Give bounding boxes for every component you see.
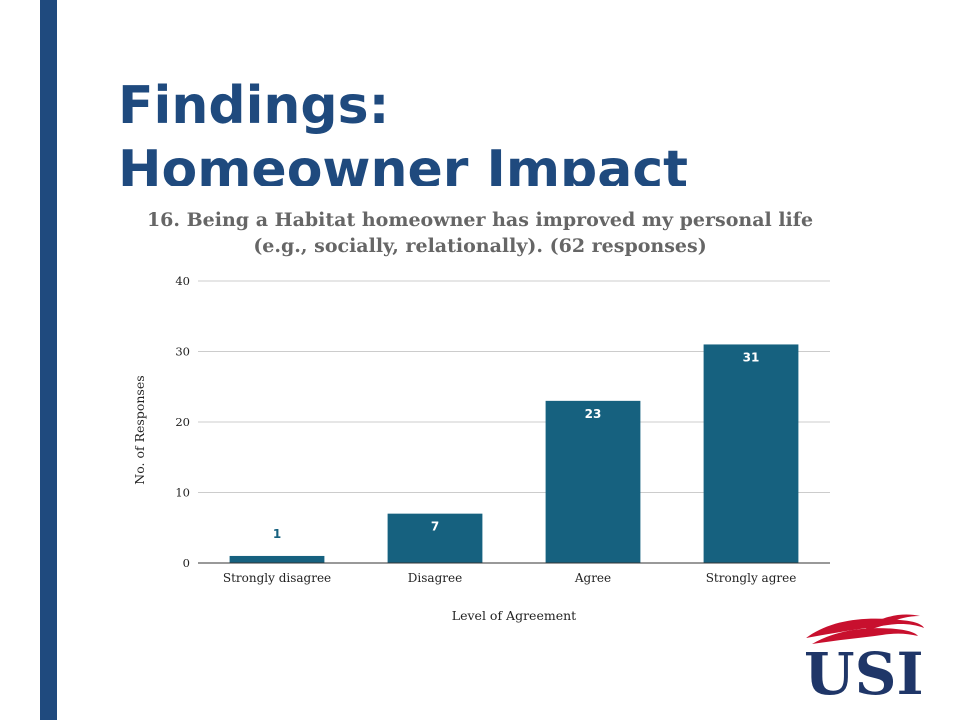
x-axis-label: Level of Agreement — [452, 608, 576, 623]
y-tick-label: 0 — [183, 556, 190, 570]
slide-title-line-1: Findings: — [118, 76, 390, 136]
data-label: 31 — [743, 350, 760, 364]
usi-logo-text: USI — [804, 640, 924, 702]
x-tick-label: Agree — [574, 571, 611, 585]
bar-agree — [545, 400, 641, 563]
y-axis-label: No. of Responses — [132, 375, 147, 484]
y-tick-label: 10 — [175, 486, 190, 500]
data-label: 23 — [585, 407, 602, 421]
y-tick-label: 30 — [175, 345, 190, 359]
chart-bars — [229, 344, 799, 563]
bar-disagree — [387, 513, 483, 563]
bar-strongly-disagree — [229, 555, 325, 563]
x-tick-label: Strongly disagree — [223, 571, 331, 585]
data-labels: 1 7 23 31 — [273, 350, 760, 541]
x-tick-label: Disagree — [408, 571, 462, 585]
x-axis-categories: Strongly disagree Disagree Agree Strongly a… — [223, 571, 796, 585]
slide-title-line-2: Homeowner Impact — [118, 140, 689, 186]
data-label: 7 — [431, 520, 439, 534]
y-tick-label: 40 — [175, 274, 190, 288]
slide-title: Findings: Homeowner Impact — [118, 74, 878, 186]
chart-title-line-2: (e.g., socially, relationally). (62 resp… — [253, 235, 707, 257]
logo-flame — [806, 614, 924, 644]
y-tick-label: 20 — [175, 415, 190, 429]
chart-title: 16. Being a Habitat homeowner has improv… — [120, 207, 840, 259]
x-tick-label: Strongly agree — [706, 571, 797, 585]
data-label: 1 — [273, 527, 281, 541]
usi-logo: USI — [804, 614, 924, 702]
bar-strongly-agree — [703, 344, 799, 563]
left-accent-bar — [40, 0, 57, 720]
chart-title-line-1: 16. Being a Habitat homeowner has improv… — [146, 209, 814, 231]
y-axis-ticks: 0 10 20 30 40 — [175, 274, 190, 570]
